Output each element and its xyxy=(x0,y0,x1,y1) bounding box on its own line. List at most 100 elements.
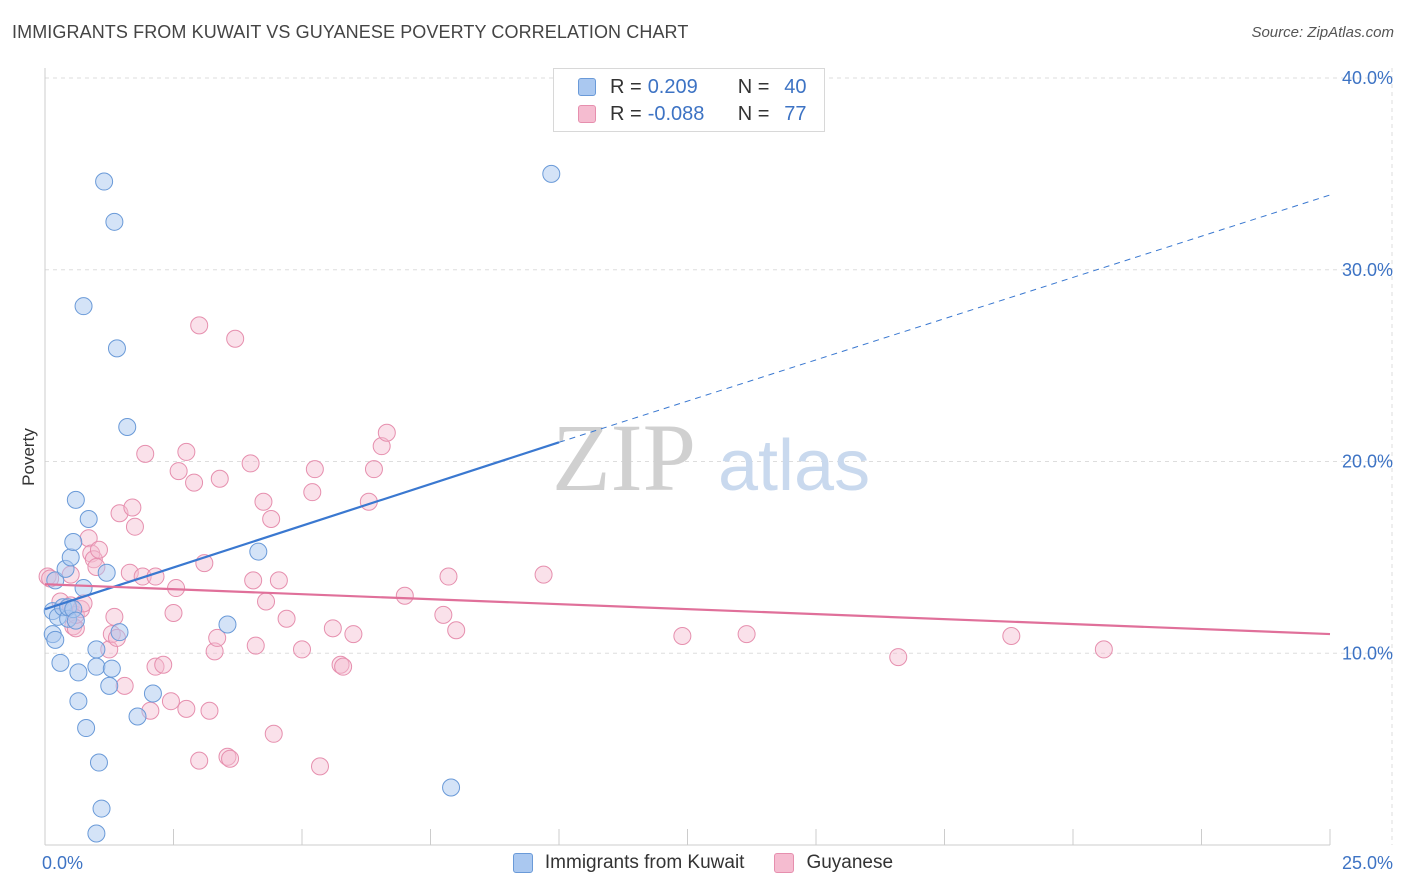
y-tick-labels: 10.0% 20.0% 30.0% 40.0% xyxy=(1342,68,1393,663)
guyanese-point xyxy=(190,316,209,335)
legend-swatch-kuwait xyxy=(578,78,596,96)
kuwait-trend-extension xyxy=(558,194,1331,443)
guyanese-point xyxy=(310,757,329,776)
guyanese-point xyxy=(218,747,237,766)
source-label: Source: ZipAtlas.com xyxy=(1251,24,1394,41)
guyanese-point xyxy=(323,619,342,638)
guyanese-point xyxy=(303,483,322,502)
axes xyxy=(44,68,1331,846)
kuwait-point xyxy=(102,659,121,678)
kuwait-point xyxy=(87,640,106,659)
kuwait-point xyxy=(69,663,88,682)
guyanese-point xyxy=(210,469,229,488)
x-tick-label: 25.0% xyxy=(1342,853,1393,873)
kuwait-point xyxy=(92,799,111,818)
legend-n-value: 40 xyxy=(784,75,807,98)
kuwait-point xyxy=(61,548,80,567)
kuwait-points xyxy=(43,164,561,843)
guyanese-point xyxy=(364,460,383,479)
kuwait-point xyxy=(100,676,119,695)
y-tick-label: 30.0% xyxy=(1342,260,1393,280)
watermark-zip: ZIP xyxy=(552,404,696,511)
kuwait-point xyxy=(64,533,83,552)
kuwait-point xyxy=(110,623,129,642)
kuwait-point xyxy=(79,510,98,529)
guyanese-point xyxy=(334,657,353,676)
legend-label-kuwait: Immigrants from Kuwait xyxy=(544,852,745,873)
guyanese-point xyxy=(177,442,196,461)
guyanese-point xyxy=(331,655,350,674)
legend-label-guyanese: Guyanese xyxy=(806,852,894,873)
guyanese-point xyxy=(293,640,311,659)
guyanese-point xyxy=(136,444,155,463)
kuwait-point xyxy=(95,172,114,191)
guyanese-point xyxy=(372,437,391,456)
kuwait-point xyxy=(87,824,106,843)
guyanese-point xyxy=(190,751,209,770)
guyanese-point xyxy=(269,571,288,590)
guyanese-point xyxy=(154,655,173,674)
guyanese-point xyxy=(246,636,265,655)
guyanese-point xyxy=(447,621,466,640)
guyanese-trend-line xyxy=(44,583,1331,636)
legend-r-value: 0.209 xyxy=(647,75,698,98)
guyanese-point xyxy=(889,648,908,667)
trend-lines xyxy=(44,194,1331,636)
kuwait-point xyxy=(69,692,88,711)
y-tick-label: 20.0% xyxy=(1342,452,1393,472)
guyanese-point xyxy=(254,492,273,511)
guyanese-point xyxy=(205,642,224,661)
guyanese-point xyxy=(377,423,396,442)
legend-n-label: N = xyxy=(737,75,770,98)
guyanese-point xyxy=(264,724,283,743)
x-tick-label: 0.0% xyxy=(42,853,83,873)
guyanese-point xyxy=(262,510,281,529)
kuwait-point xyxy=(143,684,162,703)
kuwait-point xyxy=(442,778,461,797)
legend-item-kuwait[interactable]: Immigrants from Kuwait xyxy=(512,852,745,874)
guyanese-point xyxy=(673,626,692,645)
y-tick-label: 10.0% xyxy=(1342,643,1393,663)
guyanese-point xyxy=(395,586,414,605)
kuwait-point xyxy=(89,753,108,772)
watermark-atlas: atlas xyxy=(718,426,870,506)
kuwait-point xyxy=(107,339,126,358)
guyanese-point xyxy=(125,517,144,536)
guyanese-point xyxy=(434,605,453,624)
y-axis-label: Poverty xyxy=(19,428,38,486)
kuwait-point xyxy=(128,707,147,726)
kuwait-point xyxy=(249,542,268,561)
guyanese-point xyxy=(105,607,124,626)
stats-legend: R = 0.209 N = 40 R = -0.088 N = 77 xyxy=(553,68,825,132)
kuwait-point xyxy=(51,653,70,672)
guyanese-point xyxy=(277,609,296,628)
legend-r-label: R = xyxy=(610,75,642,98)
legend-swatch-guyanese xyxy=(578,105,596,123)
kuwait-point xyxy=(97,563,116,582)
legend-r-value: -0.088 xyxy=(647,102,705,125)
guyanese-point xyxy=(185,473,204,492)
kuwait-point xyxy=(66,611,85,630)
kuwait-point xyxy=(105,212,124,231)
guyanese-point xyxy=(161,692,180,711)
guyanese-point xyxy=(241,454,260,473)
kuwait-trend-line xyxy=(44,441,560,611)
legend-item-guyanese[interactable]: Guyanese xyxy=(774,852,893,874)
guyanese-point xyxy=(208,628,227,647)
guyanese-point xyxy=(89,540,108,559)
chart-title: IMMIGRANTS FROM KUWAIT VS GUYANESE POVER… xyxy=(12,22,689,42)
guyanese-point xyxy=(1002,626,1021,645)
kuwait-point xyxy=(74,297,93,316)
legend-n-label: N = xyxy=(737,102,770,125)
guyanese-point xyxy=(244,571,263,590)
guyanese-point xyxy=(344,625,363,644)
guyanese-point xyxy=(439,567,458,586)
y-tick-label: 40.0% xyxy=(1342,68,1393,88)
guyanese-point xyxy=(123,498,142,517)
guyanese-point xyxy=(226,329,245,348)
kuwait-point xyxy=(66,490,85,509)
guyanese-point xyxy=(164,603,183,622)
guyanese-point xyxy=(1094,640,1113,659)
guyanese-point xyxy=(177,699,196,718)
